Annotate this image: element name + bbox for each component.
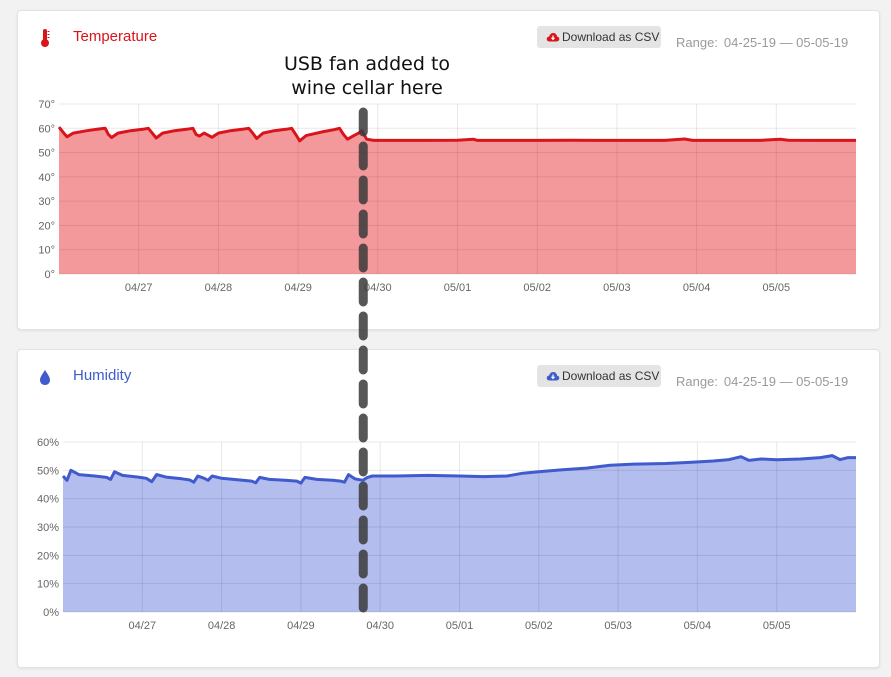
humidity-xtick-label: 05/05 — [763, 620, 791, 632]
humidity-download-csv-label: Download as CSV — [562, 369, 660, 383]
temperature-ytick-label: 20° — [38, 220, 55, 232]
temperature-xtick-label: 05/05 — [763, 282, 791, 294]
humidity-series-line — [61, 454, 856, 485]
thermometer-icon — [41, 29, 50, 47]
humidity-ytick-label: 20% — [37, 550, 59, 562]
temperature-ytick-label: 60° — [38, 123, 55, 135]
humidity-range-label: Range: — [676, 374, 718, 389]
humidity-xtick-label: 05/01 — [446, 620, 474, 632]
temperature-xtick-label: 04/28 — [205, 282, 233, 294]
temperature-download-csv-button[interactable]: Download as CSV — [537, 26, 661, 48]
droplet-icon — [40, 370, 50, 385]
annotation-line-1: USB fan added to — [283, 53, 451, 75]
temperature-ytick-label: 50° — [38, 148, 55, 160]
temperature-range-label: Range: — [676, 35, 718, 50]
temperature-xtick-label: 04/27 — [125, 282, 153, 294]
humidity-xtick-label: 05/03 — [604, 620, 632, 632]
temperature-download-csv-label: Download as CSV — [562, 30, 660, 44]
humidity-xtick-label: 05/02 — [525, 620, 553, 632]
humidity-xtick-label: 05/04 — [684, 620, 712, 632]
temperature-area — [59, 127, 856, 274]
humidity-ytick-label: 50% — [37, 465, 59, 477]
temperature-series-line — [57, 126, 856, 143]
humidity-card: Humidity Download as CSV Range: 04-25-19 … — [17, 349, 880, 668]
temperature-ytick-label: 10° — [38, 245, 55, 257]
cloud-download-icon — [546, 371, 560, 381]
humidity-ytick-label: 30% — [37, 522, 59, 534]
temperature-chart: 0° 10° 20° 30° 40° 50° 60° 70° 04/27 04/28 04/29 04… — [38, 99, 856, 294]
humidity-range: Range: 04-25-19 — 05-05-19 — [676, 374, 848, 389]
humidity-ytick-label: 40% — [37, 494, 59, 506]
annotation-text: USB fan added to wine cellar here — [262, 52, 472, 100]
humidity-area — [63, 455, 856, 612]
humidity-chart: 0% 10% 20% 30% 40% 50% 60% 04/27 04/28 04/29 04/30… — [37, 437, 856, 632]
temperature-range: Range: 04-25-19 — 05-05-19 — [676, 35, 848, 50]
humidity-xtick-label: 04/30 — [366, 620, 394, 632]
temperature-ytick-label: 0° — [44, 269, 55, 281]
temperature-xtick-label: 05/03 — [603, 282, 631, 294]
temperature-ytick-label: 70° — [38, 99, 55, 111]
temperature-xtick-label: 04/30 — [364, 282, 392, 294]
humidity-range-value: 04-25-19 — 05-05-19 — [723, 374, 849, 389]
annotation-line-2: wine cellar here — [291, 77, 443, 99]
temperature-xtick-label: 05/02 — [523, 282, 551, 294]
cloud-download-icon — [546, 32, 560, 42]
temperature-ytick-label: 30° — [38, 196, 55, 208]
temperature-range-value: 04-25-19 — 05-05-19 — [723, 35, 849, 50]
humidity-xtick-label: 04/27 — [129, 620, 157, 632]
temperature-title: Temperature — [73, 28, 158, 45]
temperature-ytick-label: 40° — [38, 172, 55, 184]
humidity-ytick-label: 10% — [37, 579, 59, 591]
humidity-download-csv-button[interactable]: Download as CSV — [537, 365, 661, 387]
temperature-xtick-label: 05/04 — [683, 282, 711, 294]
temperature-xtick-label: 05/01 — [444, 282, 472, 294]
humidity-title: Humidity — [73, 367, 132, 384]
temperature-xtick-label: 04/29 — [284, 282, 312, 294]
temperature-card: Temperature Download as CSV Range: 04-25-… — [17, 10, 880, 330]
humidity-ytick-label: 0% — [43, 607, 59, 619]
humidity-ytick-label: 60% — [37, 437, 59, 449]
humidity-xtick-label: 04/29 — [287, 620, 315, 632]
humidity-xtick-label: 04/28 — [208, 620, 236, 632]
